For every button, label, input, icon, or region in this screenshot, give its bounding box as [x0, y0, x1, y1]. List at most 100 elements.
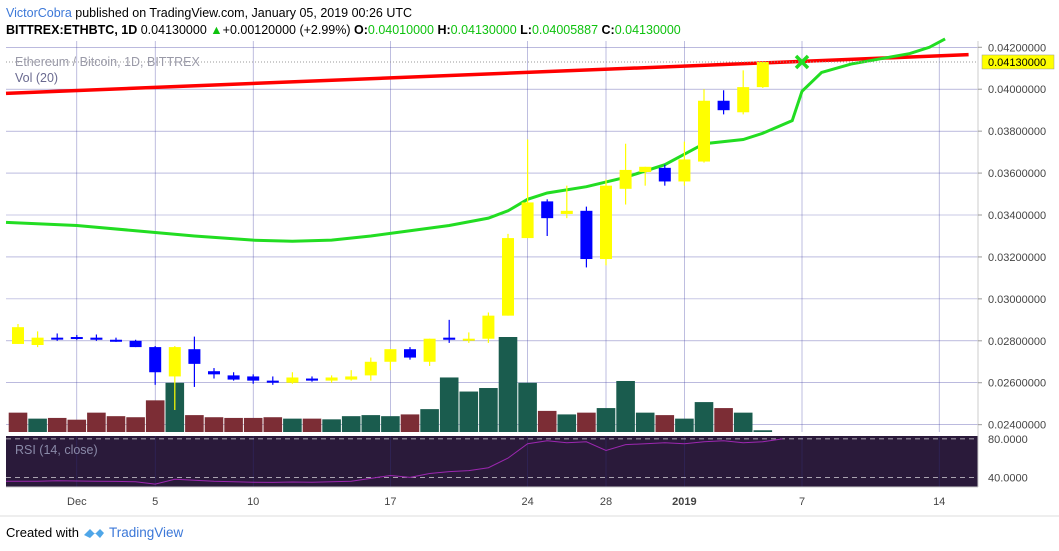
- candle-body: [129, 340, 142, 348]
- candle-body: [502, 238, 514, 316]
- candle-body: [443, 337, 456, 340]
- time-axis-label: 7: [799, 496, 805, 508]
- volume-bar: [400, 414, 420, 432]
- high-label: H:: [437, 23, 451, 37]
- candle-body: [600, 185, 612, 260]
- volume-label: Vol (20): [15, 71, 58, 85]
- footer: Created with TradingView: [6, 525, 183, 540]
- volume-bar: [47, 417, 67, 432]
- rsi-pane: RSI (14, close): [6, 436, 978, 487]
- volume-bar: [8, 412, 28, 432]
- candle-body: [678, 159, 691, 182]
- volume-bar: [302, 418, 322, 432]
- rsi-label: RSI (14, close): [15, 443, 98, 457]
- volume-bar: [616, 380, 635, 432]
- volume-bar: [28, 418, 47, 432]
- volume-bar: [243, 417, 263, 432]
- candle-body: [188, 349, 201, 364]
- price-axis-label: 0.03800000: [988, 126, 1046, 138]
- candle-body: [31, 337, 44, 345]
- price-axis-label: 0.03200000: [988, 252, 1046, 264]
- price-pane-bg: [6, 41, 978, 432]
- candle-body: [325, 377, 338, 381]
- volume-bar: [537, 410, 557, 432]
- volume-bar: [67, 419, 87, 432]
- volume-bar: [381, 416, 400, 432]
- time-axis-label: 10: [247, 496, 259, 508]
- rsi-axis-label: 80.0000: [988, 434, 1028, 446]
- price-axis-label: 0.03000000: [988, 294, 1046, 306]
- volume-bar: [204, 417, 224, 432]
- candle-body: [423, 338, 436, 362]
- candle-body: [560, 210, 573, 214]
- open-label: O:: [354, 23, 368, 37]
- price-plot: Ethereum / Bitcoin, 1D, BITTREX Vol (20): [5, 37, 978, 432]
- created-with-label: Created with: [6, 525, 79, 540]
- volume-bar: [420, 409, 439, 432]
- volume-bar: [145, 400, 165, 432]
- cross-marker-icon: [794, 54, 810, 70]
- rsi-axis-label: 40.0000: [988, 472, 1028, 484]
- candle-body: [404, 349, 416, 358]
- change-value: +0.00120000 (+2.99%): [222, 23, 351, 37]
- price-axis: 0.04200000 0.04000000 0.03800000 0.03600000…: [977, 41, 1059, 487]
- volume-bar: [87, 412, 106, 432]
- volume-bar: [439, 377, 459, 432]
- volume-bar: [459, 391, 479, 432]
- volume-bar: [753, 430, 773, 432]
- price-axis-label: 0.03400000: [988, 210, 1046, 222]
- price-axis-bg: [978, 41, 1059, 487]
- volume-bar: [714, 408, 733, 432]
- candle-body: [698, 100, 710, 162]
- volume-bar: [655, 415, 675, 432]
- candle-body: [384, 349, 397, 362]
- candle-body: [12, 327, 24, 344]
- volume-bar: [675, 418, 694, 432]
- volume-bar: [733, 412, 753, 432]
- resistance-trendline: [5, 52, 969, 96]
- candle-body: [286, 377, 299, 383]
- rsi-pane-bg: [6, 436, 978, 487]
- volume-bar: [518, 382, 537, 432]
- candle-body: [247, 376, 260, 381]
- volume-bar: [479, 388, 498, 432]
- candle-body: [51, 337, 64, 340]
- time-axis-label: 17: [384, 496, 396, 508]
- tradingview-brand[interactable]: TradingView: [108, 525, 184, 540]
- volume-bar: [322, 419, 341, 432]
- volume-bar: [126, 417, 145, 432]
- time-axis-label: 14: [933, 496, 945, 508]
- up-arrow-icon: ▲: [210, 23, 223, 37]
- volume-bar: [185, 415, 204, 432]
- volume-bar: [224, 417, 243, 432]
- volume-bar: [283, 418, 302, 432]
- price-axis-label: 0.02600000: [988, 378, 1046, 390]
- candle-body: [345, 376, 358, 380]
- time-axis: Dec 5 10 17 24 28 2019 7 14: [0, 486, 1059, 517]
- volume-bar: [557, 414, 577, 432]
- candle-body: [482, 315, 495, 339]
- volume-bar: [106, 416, 126, 432]
- time-axis-label: 28: [600, 496, 612, 508]
- candle-body: [658, 167, 671, 182]
- price-axis-label: 0.02800000: [988, 336, 1046, 348]
- close-label: C:: [601, 23, 615, 37]
- volume-bar: [577, 412, 596, 432]
- symbol-label: BITTREX:ETHBTC, 1D: [6, 23, 138, 37]
- candle-body: [110, 339, 122, 342]
- candle-body: [521, 202, 534, 239]
- volume-bar: [694, 402, 714, 432]
- candle-body: [266, 380, 279, 383]
- tradingview-logo-icon[interactable]: [83, 526, 105, 540]
- volume-bar: [498, 337, 518, 432]
- price-axis-label: 0.02400000: [988, 420, 1046, 432]
- author-link[interactable]: VictorCobra: [6, 6, 72, 20]
- volume-bar: [635, 412, 655, 432]
- candle-body: [541, 201, 554, 219]
- candle-body: [90, 337, 103, 340]
- time-axis-label: 2019: [672, 496, 696, 508]
- close-value: 0.04130000: [614, 23, 681, 37]
- time-axis-label: 24: [521, 496, 533, 508]
- high-value: 0.04130000: [450, 23, 517, 37]
